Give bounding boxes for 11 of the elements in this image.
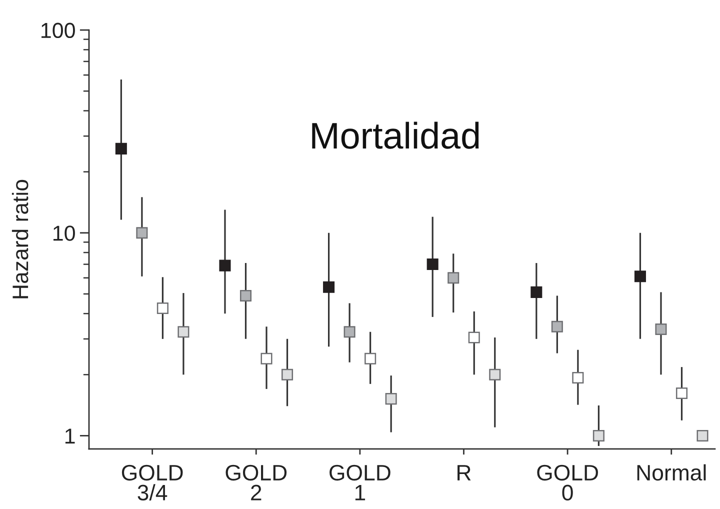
y-tick-label: 100 [42, 22, 75, 38]
x-tick-label: GOLD 3/4 [122, 464, 183, 500]
y-tick-label: 1 [65, 428, 75, 444]
x-tick-label: GOLD 1 [330, 464, 390, 500]
x-tick-label: R [458, 465, 471, 480]
annotation: Mortalidad [312, 122, 479, 149]
x-tick-label: GOLD 2 [226, 464, 287, 500]
y-tick-label: 10 [53, 226, 75, 241]
y-axis-title: Hazard ratio [12, 180, 28, 298]
x-tick-label: GOLD 0 [537, 464, 598, 500]
x-tick-label: Normal [637, 464, 706, 481]
